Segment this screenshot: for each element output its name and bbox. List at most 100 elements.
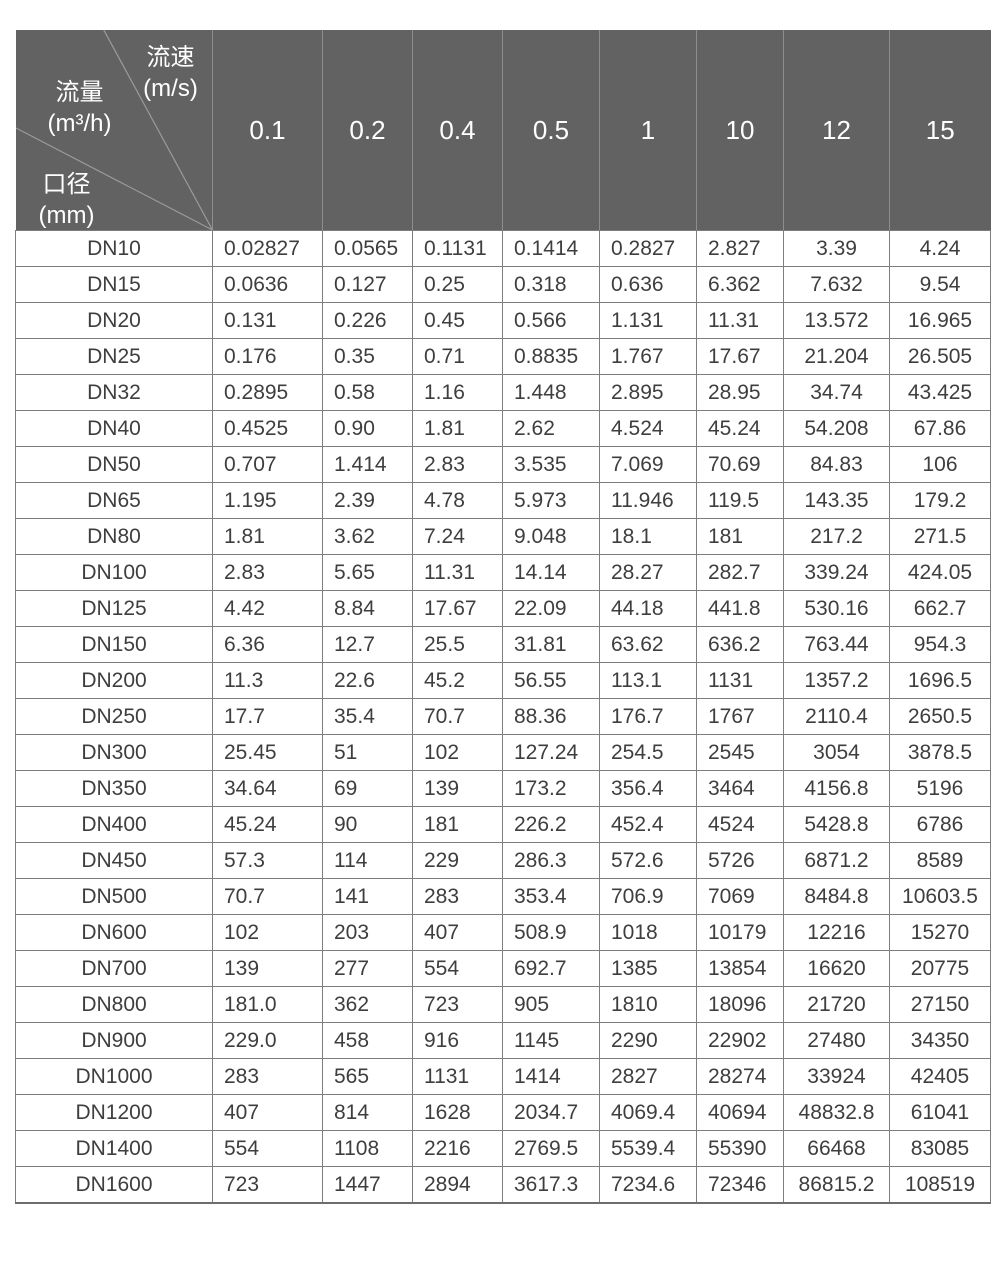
flow-value-cell: 4524: [696, 806, 784, 843]
diameter-cell: DN20: [15, 302, 213, 339]
diameter-cell: DN40: [15, 410, 213, 447]
flow-value-cell: 2545: [696, 734, 784, 771]
flow-value-cell: 4.24: [889, 230, 991, 267]
flow-value-cell: 0.318: [502, 266, 600, 303]
flow-value-cell: 18.1: [599, 518, 697, 555]
flow-value-cell: 0.0636: [212, 266, 323, 303]
flow-value-cell: 21.204: [783, 338, 890, 375]
flow-value-cell: 84.83: [783, 446, 890, 483]
flow-value-cell: 226.2: [502, 806, 600, 843]
table-row: DN900 229.0 458 916 1145 2290 22902 27480 34350: [15, 1022, 991, 1059]
flow-value-cell: 0.2827: [599, 230, 697, 267]
flow-value-cell: 283: [412, 878, 503, 915]
flow-value-cell: 407: [412, 914, 503, 951]
flow-value-cell: 4156.8: [783, 770, 890, 807]
flow-value-cell: 90: [322, 806, 413, 843]
table-row: DN300 25.45 51 102 127.24 254.5 2545 3054 3878.5: [15, 734, 991, 771]
flow-value-cell: 13.572: [783, 302, 890, 339]
diameter-cell: DN15: [15, 266, 213, 303]
flow-value-cell: 203: [322, 914, 413, 951]
flow-value-cell: 763.44: [783, 626, 890, 663]
table-row: DN600 102 203 407 508.9 1018 10179 12216 15270: [15, 914, 991, 951]
flow-value-cell: 1767: [696, 698, 784, 735]
velocity-axis-label: 流速 (m/s): [132, 42, 210, 104]
flow-value-cell: 407: [212, 1094, 323, 1131]
table-row: DN80 1.81 3.62 7.24 9.048 18.1 181 217.2 271.5: [15, 518, 991, 555]
flow-value-cell: 424.05: [889, 554, 991, 591]
table-row: DN500 70.7 141 283 353.4 706.9 7069 8484.8 10603…: [15, 878, 991, 915]
flow-value-cell: 102: [412, 734, 503, 771]
flow-value-cell: 26.505: [889, 338, 991, 375]
flow-value-cell: 4069.4: [599, 1094, 697, 1131]
flow-value-cell: 21720: [783, 986, 890, 1023]
flow-velocity-table-container: 流速 (m/s) 流量 (m³/h) 口径 (mm) 0.1 0.2 0.4 0.5 1…: [15, 30, 991, 1204]
flow-value-cell: 119.5: [696, 482, 784, 519]
diameter-cell: DN65: [15, 482, 213, 519]
flow-value-cell: 0.8835: [502, 338, 600, 375]
table-row: DN1200 407 814 1628 2034.7 4069.4 40694 48832.8…: [15, 1094, 991, 1131]
flow-value-cell: 27480: [783, 1022, 890, 1059]
diameter-axis-unit: (mm): [38, 202, 95, 229]
flow-value-cell: 9.54: [889, 266, 991, 303]
flow-value-cell: 6786: [889, 806, 991, 843]
flow-value-cell: 5539.4: [599, 1130, 697, 1167]
diameter-cell: DN250: [15, 698, 213, 735]
velocity-column-header: 0.5: [502, 30, 600, 231]
flow-value-cell: 2.39: [322, 482, 413, 519]
flow-value-cell: 10603.5: [889, 878, 991, 915]
flow-value-cell: 0.45: [412, 302, 503, 339]
diameter-cell: DN900: [15, 1022, 213, 1059]
flow-value-cell: 1018: [599, 914, 697, 951]
table-row: DN250 17.7 35.4 70.7 88.36 176.7 1767 2110.4 265…: [15, 698, 991, 735]
diameter-cell: DN500: [15, 878, 213, 915]
diagonal-divider-lines: [15, 30, 212, 230]
flow-value-cell: 458: [322, 1022, 413, 1059]
flow-value-cell: 0.1414: [502, 230, 600, 267]
flow-value-cell: 86815.2: [783, 1166, 890, 1204]
flow-value-cell: 814: [322, 1094, 413, 1131]
flow-value-cell: 139: [412, 770, 503, 807]
flow-value-cell: 69: [322, 770, 413, 807]
flow-value-cell: 530.16: [783, 590, 890, 627]
table-row: DN50 0.707 1.414 2.83 3.535 7.069 70.69 84.83 10…: [15, 446, 991, 483]
velocity-column-header: 1: [599, 30, 697, 231]
flow-value-cell: 25.5: [412, 626, 503, 663]
flow-value-cell: 1357.2: [783, 662, 890, 699]
flow-value-cell: 1.81: [412, 410, 503, 447]
flow-value-cell: 286.3: [502, 842, 600, 879]
table-row: DN1600 723 1447 2894 3617.3 7234.6 72346 86815.…: [15, 1166, 991, 1204]
flow-value-cell: 12216: [783, 914, 890, 951]
flow-value-cell: 173.2: [502, 770, 600, 807]
flow-value-cell: 45.24: [212, 806, 323, 843]
flow-value-cell: 3.39: [783, 230, 890, 267]
flow-value-cell: 56.55: [502, 662, 600, 699]
flow-value-cell: 114: [322, 842, 413, 879]
flow-value-cell: 217.2: [783, 518, 890, 555]
flow-value-cell: 18096: [696, 986, 784, 1023]
flow-value-cell: 254.5: [599, 734, 697, 771]
flow-value-cell: 102: [212, 914, 323, 951]
flow-value-cell: 35.4: [322, 698, 413, 735]
flow-value-cell: 283: [212, 1058, 323, 1095]
flow-value-cell: 8.84: [322, 590, 413, 627]
diameter-cell: DN80: [15, 518, 213, 555]
table-row: DN150 6.36 12.7 25.5 31.81 63.62 636.2 763.44 95…: [15, 626, 991, 663]
flow-value-cell: 12.7: [322, 626, 413, 663]
flow-value-cell: 282.7: [696, 554, 784, 591]
flow-value-cell: 0.1131: [412, 230, 503, 267]
flow-value-cell: 67.86: [889, 410, 991, 447]
flow-value-cell: 11.946: [599, 482, 697, 519]
header-row: 流速 (m/s) 流量 (m³/h) 口径 (mm) 0.1 0.2 0.4 0.5 1…: [15, 30, 991, 231]
flow-value-cell: 54.208: [783, 410, 890, 447]
flow-value-cell: 662.7: [889, 590, 991, 627]
diameter-cell: DN32: [15, 374, 213, 411]
diameter-cell: DN350: [15, 770, 213, 807]
flow-value-cell: 0.02827: [212, 230, 323, 267]
flow-value-cell: 13854: [696, 950, 784, 987]
flow-value-cell: 0.707: [212, 446, 323, 483]
flow-value-cell: 34.64: [212, 770, 323, 807]
diameter-axis-label: 口径 (mm): [20, 169, 114, 231]
flow-value-cell: 0.58: [322, 374, 413, 411]
diameter-cell: DN25: [15, 338, 213, 375]
flow-value-cell: 0.176: [212, 338, 323, 375]
